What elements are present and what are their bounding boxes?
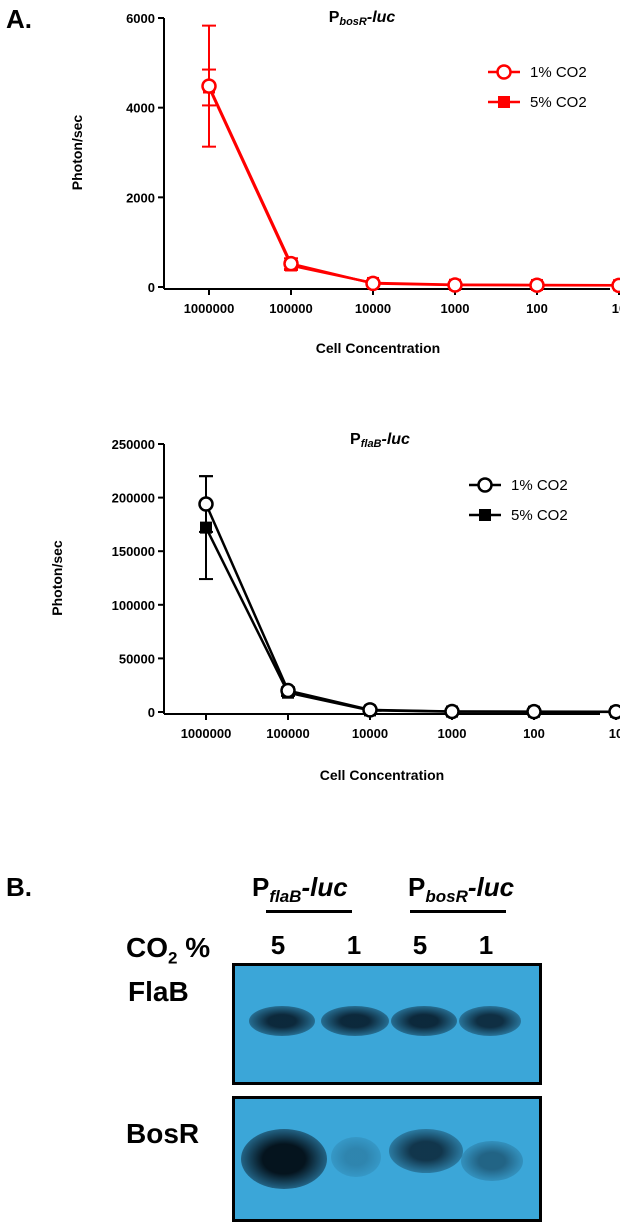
chart-a: PbosR-luc 0 2000 4000 6000 1000000 100000 10000…	[0, 0, 620, 400]
blot-band	[461, 1141, 523, 1181]
y-tick-label: 4000	[126, 101, 155, 116]
legend-marker-circle	[479, 479, 492, 492]
y-tick-label: 6000	[126, 11, 155, 26]
blot-group-title-flab: PflaB-luc	[252, 872, 348, 907]
blot-group-title-bosr: PbosR-luc	[408, 872, 514, 907]
series-line	[209, 87, 619, 285]
data-point-circle	[449, 278, 462, 291]
blot-row-label-bosr: BosR	[126, 1118, 199, 1150]
chart-title: PbosR-luc	[329, 9, 396, 28]
x-tick-label: 1000000	[181, 726, 232, 741]
western-blot-panel: PflaB-luc PbosR-luc CO2 % 5 1 5 1 FlaB B…	[0, 850, 620, 1220]
blot-group-underline-bosr	[410, 910, 506, 913]
data-point-circle	[282, 684, 295, 697]
y-tick-label: 50000	[119, 651, 155, 666]
blot-row-label-flab: FlaB	[128, 976, 189, 1008]
x-tick-label: 100	[526, 301, 548, 316]
data-point-circle	[367, 277, 380, 290]
series-line	[206, 528, 616, 712]
blot-membrane-flab	[232, 963, 542, 1085]
legend-label: 5% CO2	[530, 94, 587, 111]
y-axis-label: Photon/sec	[49, 540, 65, 616]
legend-marker-circle	[498, 66, 511, 79]
x-tick-label: 100	[523, 726, 545, 741]
blot-band	[331, 1137, 381, 1177]
lane-label: 5	[400, 930, 440, 961]
legend-marker-square	[479, 509, 491, 521]
data-point-circle	[446, 705, 459, 718]
legend-label: 1% CO2	[511, 477, 568, 494]
co2-percent-label: CO2 %	[126, 932, 210, 969]
x-axis-label: Cell Concentration	[320, 767, 444, 783]
data-point-circle	[531, 279, 544, 292]
blot-band	[391, 1006, 457, 1036]
y-tick-label: 0	[148, 705, 155, 720]
y-tick-label: 250000	[112, 437, 155, 452]
data-point-circle	[364, 703, 377, 716]
lane-label: 5	[258, 930, 298, 961]
x-tick-label: 10	[612, 301, 620, 316]
lane-label: 1	[466, 930, 506, 961]
x-tick-label: 100000	[269, 301, 312, 316]
legend-label: 1% CO2	[530, 64, 587, 81]
data-point-circle	[203, 80, 216, 93]
x-tick-label: 10000	[352, 726, 388, 741]
series-line	[209, 86, 619, 285]
data-point-circle	[613, 279, 620, 292]
blot-band	[459, 1006, 521, 1036]
x-tick-label: 1000000	[184, 301, 235, 316]
x-tick-label: 100000	[266, 726, 309, 741]
data-point-circle	[200, 498, 213, 511]
series-line	[206, 504, 616, 712]
y-tick-label: 200000	[112, 491, 155, 506]
y-axis-label: Photon/sec	[69, 115, 85, 191]
blot-band	[249, 1006, 315, 1036]
x-tick-label: 10	[609, 726, 620, 741]
legend-marker-square	[498, 96, 510, 108]
chart-b: PflaB-luc 0 50000 100000 150000 200000 250000 1…	[0, 420, 620, 820]
x-tick-label: 1000	[441, 301, 470, 316]
blot-membrane-bosr	[232, 1096, 542, 1222]
legend-label: 5% CO2	[511, 507, 568, 524]
blot-group-underline-flab	[266, 910, 352, 913]
y-tick-label: 100000	[112, 598, 155, 613]
lane-label: 1	[334, 930, 374, 961]
y-tick-label: 150000	[112, 544, 155, 559]
blot-band	[241, 1129, 327, 1189]
data-point-circle	[285, 257, 298, 270]
y-tick-label: 0	[148, 280, 155, 295]
x-tick-label: 10000	[355, 301, 391, 316]
blot-band	[321, 1006, 389, 1036]
x-axis-label: Cell Concentration	[316, 340, 440, 356]
data-point-circle	[528, 705, 541, 718]
y-tick-label: 2000	[126, 190, 155, 205]
chart-title: PflaB-luc	[350, 431, 410, 450]
data-point-circle	[610, 705, 620, 718]
data-point-square	[200, 522, 212, 534]
x-tick-label: 1000	[438, 726, 467, 741]
blot-band	[389, 1129, 463, 1173]
